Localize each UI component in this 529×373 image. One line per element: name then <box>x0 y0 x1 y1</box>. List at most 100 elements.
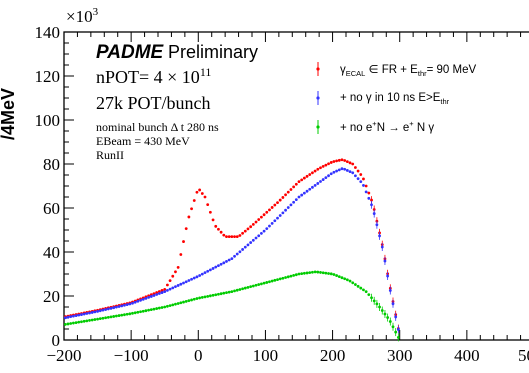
data-point <box>219 230 223 234</box>
data-point <box>217 292 220 296</box>
y-tick-label: 0 <box>52 331 61 350</box>
data-point <box>192 276 196 280</box>
data-point <box>300 178 304 182</box>
data-point <box>200 192 204 195</box>
data-point <box>163 290 167 293</box>
data-point <box>190 277 193 281</box>
data-point <box>182 300 185 304</box>
data-point <box>391 302 395 306</box>
data-point <box>219 292 223 296</box>
data-point <box>217 227 220 231</box>
data-point <box>386 316 390 319</box>
data-point <box>125 303 129 307</box>
data-point <box>354 283 357 286</box>
data-point <box>367 293 371 297</box>
data-point <box>112 315 116 318</box>
data-point <box>171 274 175 278</box>
data-point <box>302 176 306 180</box>
data-point <box>327 174 330 178</box>
data-point <box>321 271 325 275</box>
data-point <box>120 313 124 317</box>
data-point <box>297 180 301 184</box>
data-point <box>270 206 274 209</box>
data-point <box>195 297 199 300</box>
data-point <box>187 215 191 219</box>
data-point <box>257 218 261 221</box>
data-point <box>386 274 390 278</box>
data-point <box>305 189 309 193</box>
data-point <box>278 214 282 217</box>
data-point <box>235 252 239 256</box>
data-point <box>96 310 99 313</box>
data-point <box>348 161 352 165</box>
data-point <box>131 301 134 305</box>
data-point <box>77 313 81 317</box>
data-point <box>345 169 349 172</box>
data-point <box>332 273 336 276</box>
data-point <box>149 308 153 312</box>
data-point <box>335 159 338 163</box>
data-point <box>166 288 169 292</box>
data-point <box>182 240 185 243</box>
data-point <box>225 235 228 239</box>
data-point <box>214 265 218 269</box>
data-point <box>72 314 75 318</box>
data-point <box>289 203 293 207</box>
data-point <box>166 283 169 287</box>
data-point <box>163 288 167 291</box>
data-point <box>292 185 296 189</box>
series-0 <box>63 158 400 333</box>
data-point <box>332 170 336 174</box>
data-point <box>308 173 312 176</box>
data-point <box>246 285 250 289</box>
data-point <box>233 235 236 239</box>
data-point <box>235 288 239 292</box>
data-point <box>233 254 236 258</box>
axis-ticks <box>63 31 522 341</box>
data-point <box>106 315 110 319</box>
data-point <box>117 305 121 308</box>
data-point <box>184 299 188 303</box>
data-point <box>337 168 341 172</box>
data-point <box>284 193 287 197</box>
data-point <box>375 223 379 227</box>
data-point <box>294 182 298 186</box>
data-point <box>174 285 177 289</box>
data-point <box>225 260 228 263</box>
data-point <box>90 311 94 314</box>
data-point <box>319 180 322 183</box>
data-point <box>351 171 355 175</box>
data-point <box>262 213 266 217</box>
data-point <box>208 294 212 298</box>
data-point <box>168 304 172 307</box>
data-point <box>316 182 320 185</box>
data-point <box>364 184 368 188</box>
data-point <box>359 173 363 176</box>
data-point <box>227 290 231 294</box>
legend: γECAL ∈ FR + Ethr= 90 MeV + no γ in 10 n… <box>316 62 476 134</box>
data-point <box>297 272 301 276</box>
data-point <box>66 322 70 326</box>
data-point <box>179 301 183 305</box>
data-point <box>375 302 379 306</box>
data-point <box>308 187 312 191</box>
data-point <box>278 277 282 281</box>
ebeam-label: EBeam = 430 MeV <box>96 134 190 148</box>
data-point <box>160 289 164 292</box>
y-tick-label: 100 <box>35 111 61 130</box>
data-point <box>85 312 89 315</box>
data-point <box>262 281 266 285</box>
data-point <box>141 309 145 313</box>
data-point <box>101 308 105 312</box>
data-point <box>316 167 320 171</box>
data-point <box>273 278 277 282</box>
data-point <box>195 275 199 279</box>
data-point <box>257 234 261 238</box>
data-point <box>131 311 134 315</box>
data-point <box>388 320 392 323</box>
data-point <box>359 286 363 290</box>
data-point <box>85 319 89 323</box>
data-point <box>243 286 247 290</box>
y-tick-label: 140 <box>35 23 61 42</box>
